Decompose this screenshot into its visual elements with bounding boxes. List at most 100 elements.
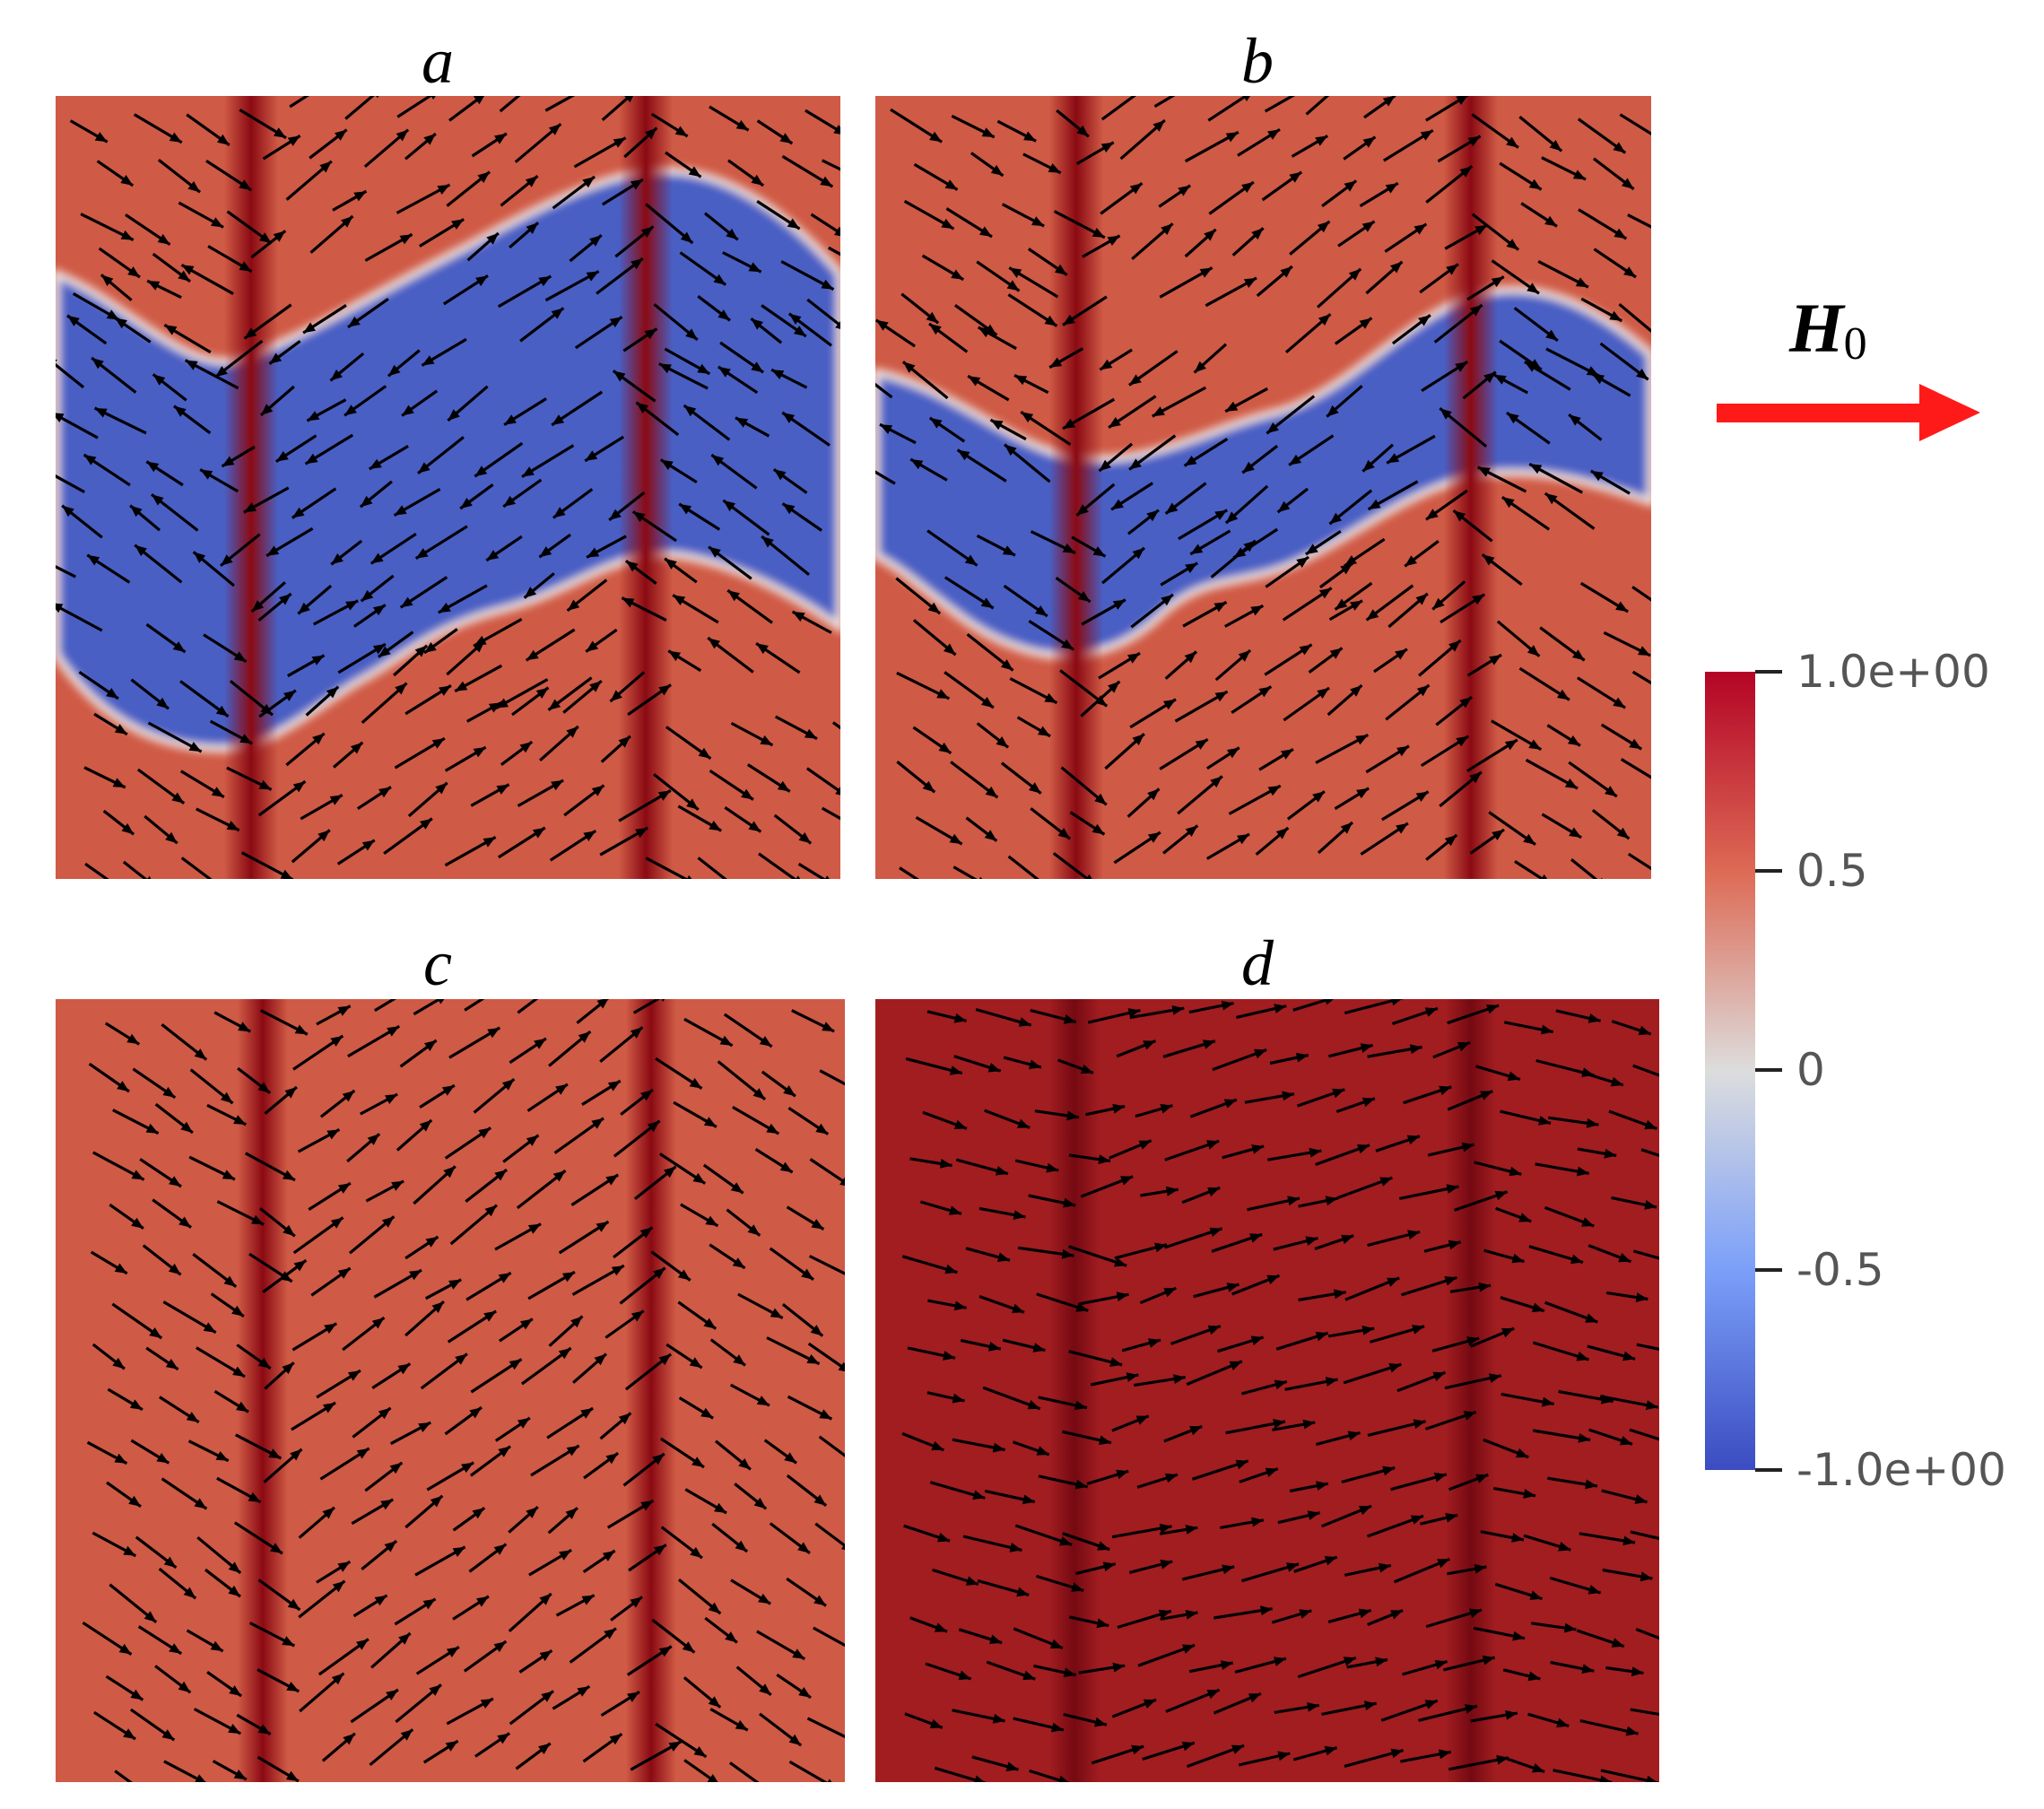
vector-arrow [1433,303,1483,344]
vector-arrow [250,581,286,613]
vector-arrow [401,389,439,417]
vector-arrow [337,642,387,674]
vector-arrow [1174,690,1229,723]
vector-arrow [365,1179,404,1203]
vector-arrow [1108,395,1157,430]
vector-arrow [499,96,521,113]
vector-arrow [1081,598,1126,626]
vector-arrow [903,199,955,230]
vector-arrow [447,1309,497,1344]
vector-arrow [875,318,916,348]
vector-arrow [371,1362,412,1389]
vector-arrow [1502,1668,1541,1682]
vector-arrow [1344,537,1386,568]
vector-arrow [574,315,623,350]
vector-arrow [424,1278,462,1300]
vector-arrow [1030,530,1076,555]
vector-arrow [291,487,337,519]
vector-arrow [192,551,235,587]
vector-arrow [1292,999,1335,1012]
vector-arrow [1425,165,1474,204]
vector-arrow [1367,480,1419,511]
vector-arrow [1224,484,1269,525]
vector-arrow [250,230,287,259]
vector-arrow [925,1662,972,1681]
vector-arrow [1579,1532,1636,1546]
vector-arrow [1373,648,1408,674]
vector-arrow [1602,1568,1653,1582]
vector-arrow [133,113,183,144]
vector-arrow [1425,1608,1483,1629]
vector-arrow [965,1247,1011,1262]
vector-arrow [86,553,131,584]
vector-arrow [599,1026,644,1063]
vector-arrow [658,362,709,390]
vector-arrow [404,132,437,161]
vector-arrow [776,1673,812,1700]
vector-arrow [791,610,832,634]
vector-arrow [114,317,152,344]
vector-arrow [566,578,608,613]
vector-arrow [1206,746,1240,770]
panel-d-background [875,999,1659,1782]
vector-arrow [605,1309,645,1339]
vector-arrow [1385,683,1431,721]
vector-arrow [667,649,702,673]
vector-arrow [912,726,952,755]
vector-arrow [809,1158,845,1187]
vector-arrow [1320,1504,1372,1528]
vector-arrow [1539,626,1586,662]
vector-arrow [352,604,387,628]
vector-arrow [558,1220,610,1255]
vector-arrow [544,270,600,302]
vector-arrow [348,1215,396,1255]
vector-arrow [650,1250,691,1282]
vector-arrow [1267,1147,1322,1161]
vector-arrow [368,445,409,471]
vector-arrow [1470,1709,1518,1723]
vector-arrow [1605,1665,1644,1677]
vector-arrow [1315,1144,1370,1167]
vector-arrow [464,999,485,1012]
vector-arrow [226,766,273,791]
vector-arrow [199,468,239,493]
vector-arrow [1109,1139,1152,1160]
vector-arrow [1448,1754,1509,1771]
vector-arrow [1341,1465,1396,1483]
vector-arrow [344,385,387,417]
vector-arrow [1184,228,1217,258]
vector-arrow [393,644,429,677]
vector-arrow [1480,1530,1525,1543]
vector-arrow [774,715,818,741]
vector-arrow [875,470,896,485]
vector-arrow [93,406,147,435]
vector-arrow [735,1665,772,1697]
vector-arrow [653,303,699,342]
vector-arrow [586,535,627,559]
vector-arrow [1550,1660,1595,1674]
vector-arrow [1231,227,1265,257]
vector-arrow [508,1592,552,1632]
vector-arrow [309,128,348,160]
vector-arrow [1182,600,1228,628]
vector-arrow [235,1433,283,1460]
vector-arrow [1135,1103,1173,1118]
vector-arrow [714,1439,752,1471]
vector-arrow [82,1621,133,1656]
vector-arrow [1587,1344,1636,1361]
vector-arrow [1420,735,1470,768]
vector-arrow [448,1026,501,1059]
vector-arrow [1491,259,1540,295]
vector-arrow [601,178,644,206]
vector-arrow [1620,758,1651,779]
vector-arrow [161,1477,208,1510]
vector-arrow [257,1755,300,1782]
vector-arrow [1568,413,1603,441]
vector-arrow [1328,489,1373,526]
vector-arrow [373,1268,422,1299]
vector-arrow [1217,1335,1265,1353]
vector-arrow [1186,1744,1245,1769]
vector-arrow [609,671,646,703]
vector-arrow [1289,1481,1329,1493]
vector-arrow [1418,1704,1478,1722]
